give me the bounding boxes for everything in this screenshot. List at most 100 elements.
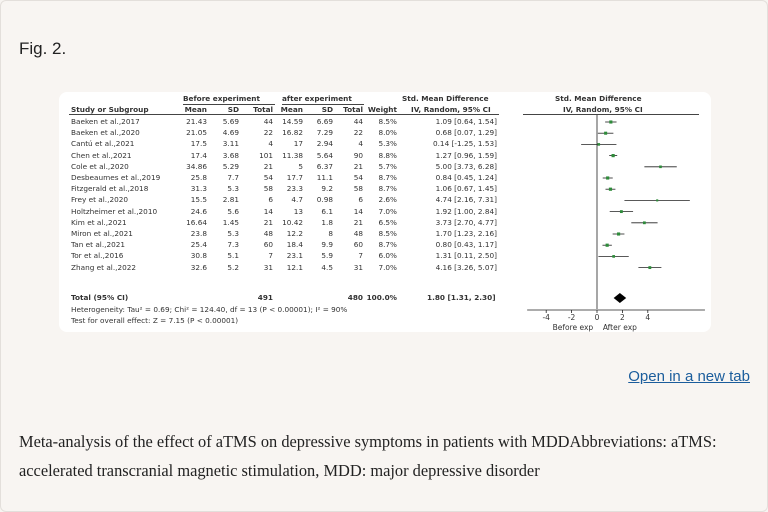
mean-before: 31.3	[190, 184, 207, 194]
weight: 5.7%	[378, 161, 397, 171]
total-after: 7	[358, 251, 363, 261]
total-before: 7	[268, 251, 273, 261]
total-after: 44	[353, 117, 363, 126]
sd-after: 0.98	[316, 195, 333, 205]
weight: 7.0%	[378, 262, 397, 272]
sd-before: 1.45	[222, 217, 239, 227]
open-in-new-tab-link[interactable]: Open in a new tab	[628, 368, 750, 385]
total-ci: 1.80 [1.31, 2.30]	[427, 293, 496, 302]
total-before: 101	[259, 150, 273, 160]
total-before: 54	[263, 173, 273, 182]
sd-after: 6.69	[316, 117, 333, 126]
col-sd2: SD	[321, 105, 333, 114]
study-name: Cantú et al.,2021	[71, 139, 135, 149]
mean-after: 10.42	[282, 217, 303, 227]
total-before: 58	[263, 184, 273, 194]
sd-after: 6.1	[321, 206, 333, 216]
sd-before: 7.3	[227, 240, 239, 250]
total-after: 21	[353, 161, 363, 171]
mean-before: 25.4	[190, 240, 207, 250]
weight: 5.3%	[378, 139, 397, 149]
study-name: Baeken et al.,2020	[71, 128, 140, 138]
sd-after: 6.37	[316, 161, 333, 171]
header-before-experiment: Before experiment	[183, 94, 260, 103]
ci-text: 4.16 [3.26, 5.07]	[435, 262, 497, 272]
weight: 6.5%	[378, 217, 397, 227]
study-name: Chen et al.,2021	[71, 150, 132, 160]
total-after: 21	[353, 217, 363, 227]
total-after: 60	[353, 240, 363, 250]
weight: 8.8%	[378, 150, 397, 160]
ci-text: 3.73 [2.70, 4.77]	[435, 217, 497, 227]
sd-after: 4.5	[321, 262, 333, 272]
effect-square	[608, 187, 613, 191]
total-label: Total (95% CI)	[71, 293, 129, 302]
forest-plot-figure[interactable]: Before experiment after experiment Std. …	[59, 92, 711, 332]
study-name: Tan et al.,2021	[71, 240, 126, 250]
col-total2: Total	[343, 105, 363, 114]
ci-text: 0.80 [0.43, 1.17]	[435, 240, 497, 250]
mean-before: 24.6	[190, 206, 207, 216]
x-tick-label: 2	[620, 313, 625, 322]
ci-text: 1.09 [0.64, 1.54]	[435, 117, 497, 126]
mean-after: 17.7	[286, 173, 303, 182]
favours-right-label: After exp	[603, 323, 637, 332]
x-tick-label: 0	[595, 313, 600, 322]
header-after-experiment: after experiment	[282, 94, 352, 103]
col-weight: Weight	[367, 105, 397, 114]
weight: 2.6%	[378, 195, 397, 205]
sd-after: 9.9	[321, 240, 333, 250]
effect-square	[606, 176, 610, 180]
effect-square	[604, 131, 608, 135]
weight: 6.0%	[378, 251, 397, 261]
weight: 8.0%	[378, 128, 397, 138]
total-weight: 100.0%	[366, 293, 397, 302]
mean-before: 17.4	[190, 150, 207, 160]
ci-text: 0.68 [0.07, 1.29]	[435, 128, 497, 138]
sd-after: 1.8	[321, 217, 333, 227]
study-name: Baeken et al.,2017	[71, 117, 140, 126]
total-after: 14	[353, 206, 363, 216]
effect-square	[619, 210, 623, 214]
sd-after: 11.1	[316, 173, 333, 182]
mean-after: 13	[293, 206, 303, 216]
header-rule-plot	[523, 114, 699, 115]
mean-after: 16.82	[282, 128, 303, 138]
total-before: 21	[263, 217, 273, 227]
mean-after: 12.1	[286, 262, 303, 272]
sd-before: 3.11	[222, 139, 239, 149]
sd-before: 5.69	[222, 117, 239, 126]
mean-before: 30.8	[190, 251, 207, 261]
total-after: 4	[358, 139, 363, 149]
ci-text: 0.84 [0.45, 1.24]	[435, 173, 497, 182]
ci-text: 0.14 [-1.25, 1.53]	[432, 139, 497, 149]
header-smd-plot: Std. Mean Difference	[555, 94, 642, 103]
sd-before: 7.7	[227, 173, 239, 182]
ci-text: 1.92 [1.00, 2.84]	[435, 206, 497, 216]
ci-text: 1.70 [1.23, 2.16]	[435, 229, 497, 238]
sd-before: 2.81	[222, 195, 239, 205]
weight: 8.5%	[378, 117, 397, 126]
sd-before: 3.68	[222, 150, 239, 160]
mean-after: 12.2	[286, 229, 303, 238]
sd-after: 2.94	[316, 139, 333, 149]
mean-before: 21.05	[186, 128, 207, 138]
sd-before: 5.29	[222, 161, 239, 171]
study-name: Holtzheimer et al.,2010	[71, 206, 158, 216]
effect-square	[609, 120, 613, 124]
col-study: Study or Subgroup	[71, 105, 149, 114]
sd-before: 5.1	[227, 251, 239, 261]
total-n1: 491	[257, 293, 273, 302]
study-name: Frey et al.,2020	[71, 195, 129, 205]
summary-diamond	[613, 293, 627, 303]
effect-square	[605, 243, 609, 247]
study-name: Tor et al.,2016	[71, 251, 124, 261]
sd-before: 5.6	[227, 206, 239, 216]
mean-before: 21.43	[186, 117, 207, 126]
ci-text: 1.06 [0.67, 1.45]	[435, 184, 497, 194]
col-ci-plot: IV, Random, 95% CI	[563, 105, 643, 114]
figure-caption: Meta-analysis of the effect of aTMS on d…	[19, 432, 717, 480]
total-before: 60	[263, 240, 273, 250]
total-before: 21	[263, 161, 273, 171]
overall-effect-text: Test for overall effect: Z = 7.15 (P < 0…	[71, 316, 239, 325]
